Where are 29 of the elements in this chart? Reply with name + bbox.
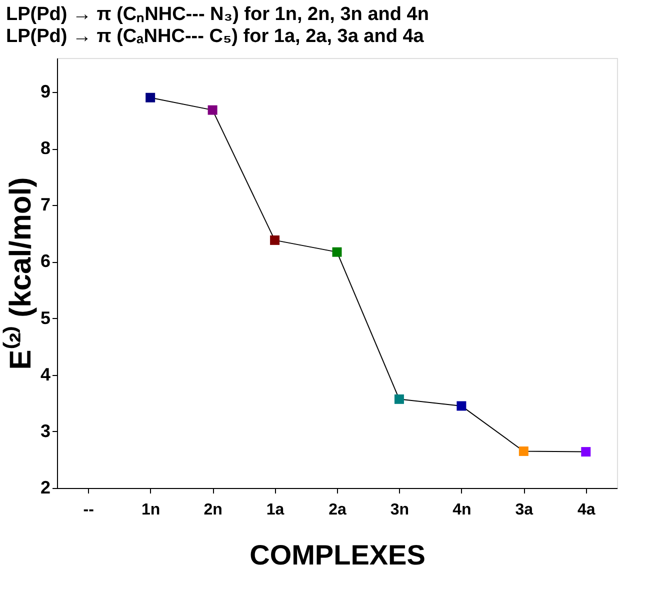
y-tick-label: 6 [40, 251, 50, 272]
y-tick-label: 7 [40, 194, 50, 215]
x-tick-label: 3a [515, 502, 534, 518]
point [146, 92, 156, 102]
chart-title: LP(Pd) → π (CₙNHC--- N₃) for 1n, 2n, 3n and 4n [6, 4, 429, 25]
x-axis-title: COMPLEXES [250, 540, 426, 570]
y-tick-label: 5 [40, 308, 50, 328]
y-tick-label: 3 [40, 420, 50, 441]
x-tick-label: 2a [328, 502, 346, 518]
point [456, 401, 466, 411]
point [518, 446, 528, 456]
point [208, 105, 218, 115]
x-tick-label: 4n [452, 502, 472, 518]
x-tick-label: 4a [577, 502, 596, 518]
x-tick-label: 2n [204, 502, 222, 518]
x-tick-label: -- [83, 502, 94, 518]
y-tick-label: 9 [40, 81, 50, 102]
y-tick-label: 8 [40, 138, 50, 158]
y-axis-title: E⁽²⁾ (kcal/mol) [2, 177, 38, 370]
point [581, 447, 591, 457]
y-tick-label: 2 [40, 478, 50, 498]
point [270, 235, 280, 245]
point [394, 394, 404, 404]
chart-subtitle: LP(Pd) → π (CₐNHC--- C₅) for 1a, 2a, 3a and 4a [6, 26, 424, 47]
y-tick-label: 4 [40, 364, 50, 384]
x-tick-label: 3n [390, 502, 410, 518]
x-tick-label: 1n [141, 502, 160, 518]
x-tick-label: 1a [266, 502, 284, 518]
point [332, 247, 342, 257]
